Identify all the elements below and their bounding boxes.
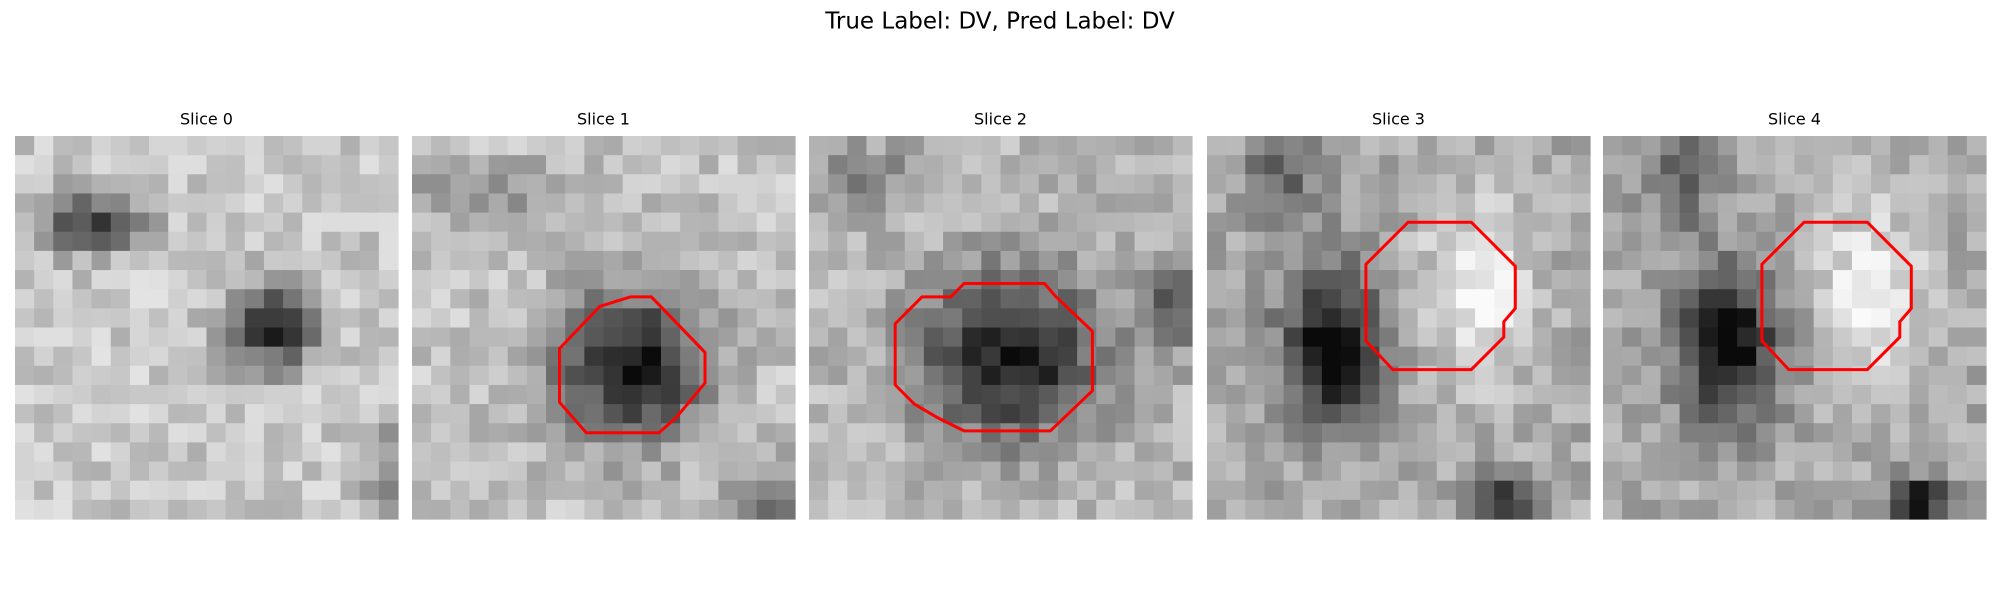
contour [1364, 220, 1517, 372]
slice-title: Slice 3 [1372, 110, 1425, 129]
contour [558, 295, 707, 435]
slice-title: Slice 0 [180, 110, 233, 129]
slice-panel: Slice 3 [1207, 110, 1591, 520]
slice-panel: Slice 2 [809, 110, 1193, 520]
contour [893, 282, 1094, 433]
contour [1760, 220, 1913, 372]
slice-panel: Slice 1 [412, 110, 796, 520]
slice-image [809, 136, 1193, 520]
slice-title: Slice 1 [577, 110, 630, 129]
slice-image [412, 136, 796, 520]
slice-image [1207, 136, 1591, 520]
slice-title: Slice 4 [1768, 110, 1821, 129]
slice-panel: Slice 0 [15, 110, 399, 520]
slice-image [15, 136, 399, 520]
slice-image [1603, 136, 1987, 520]
slice-panel: Slice 4 [1603, 110, 1987, 520]
figure-title: True Label: DV, Pred Label: DV [824, 9, 1175, 35]
slice-title: Slice 2 [974, 110, 1027, 129]
